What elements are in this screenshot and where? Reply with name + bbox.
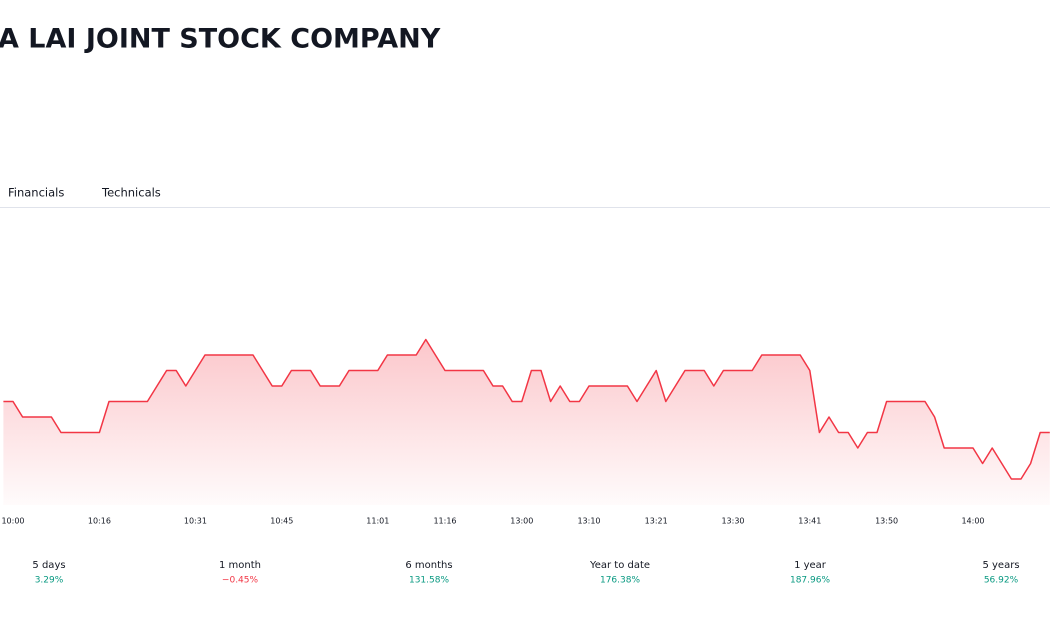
x-tick-label: 13:50: [875, 517, 898, 526]
period-change[interactable]: −0.45%: [222, 576, 259, 586]
x-tick-label: 13:21: [645, 517, 668, 526]
period-change[interactable]: 56.92%: [984, 576, 1019, 586]
period-change[interactable]: 176.38%: [600, 576, 640, 586]
period-label[interactable]: 5 years: [982, 560, 1019, 571]
x-tick-label: 10:00: [1, 517, 24, 526]
tab[interactable]: Financials: [8, 186, 64, 200]
period-change[interactable]: 131.58%: [409, 576, 449, 586]
page-title: A LAI JOINT STOCK COMPANY: [0, 24, 441, 55]
period-label[interactable]: 1 year: [794, 560, 827, 571]
period-label[interactable]: 5 days: [32, 560, 65, 571]
x-tick-label: 14:00: [961, 517, 984, 526]
x-tick-label: 13:30: [721, 517, 744, 526]
chart: 10:00 10:16 10:31 10:45 11:01 11:16 13:00 13:10…: [1, 338, 1050, 526]
period-label[interactable]: 6 months: [405, 560, 452, 571]
period-label[interactable]: 1 month: [219, 560, 261, 571]
area-fill: [3, 339, 1050, 505]
x-tick-label: 13:00: [510, 517, 533, 526]
x-tick-label: 13:10: [577, 517, 600, 526]
period-label[interactable]: Year to date: [589, 560, 650, 571]
x-tick-label: 11:16: [433, 517, 456, 526]
x-tick-label: 10:45: [270, 517, 293, 526]
price-line: [3, 338, 1050, 480]
x-tick-label: 13:41: [798, 517, 821, 526]
x-tick-label: 10:16: [88, 517, 111, 526]
period-change[interactable]: 3.29%: [35, 576, 64, 586]
tab[interactable]: Technicals: [101, 186, 161, 200]
period-change[interactable]: 187.96%: [790, 576, 830, 586]
x-tick-label: 10:31: [184, 517, 207, 526]
x-tick-label: 11:01: [366, 517, 389, 526]
performance-row: 5 days 3.29% 1 month −0.45% 6 months 131.58% Y…: [32, 560, 1019, 586]
